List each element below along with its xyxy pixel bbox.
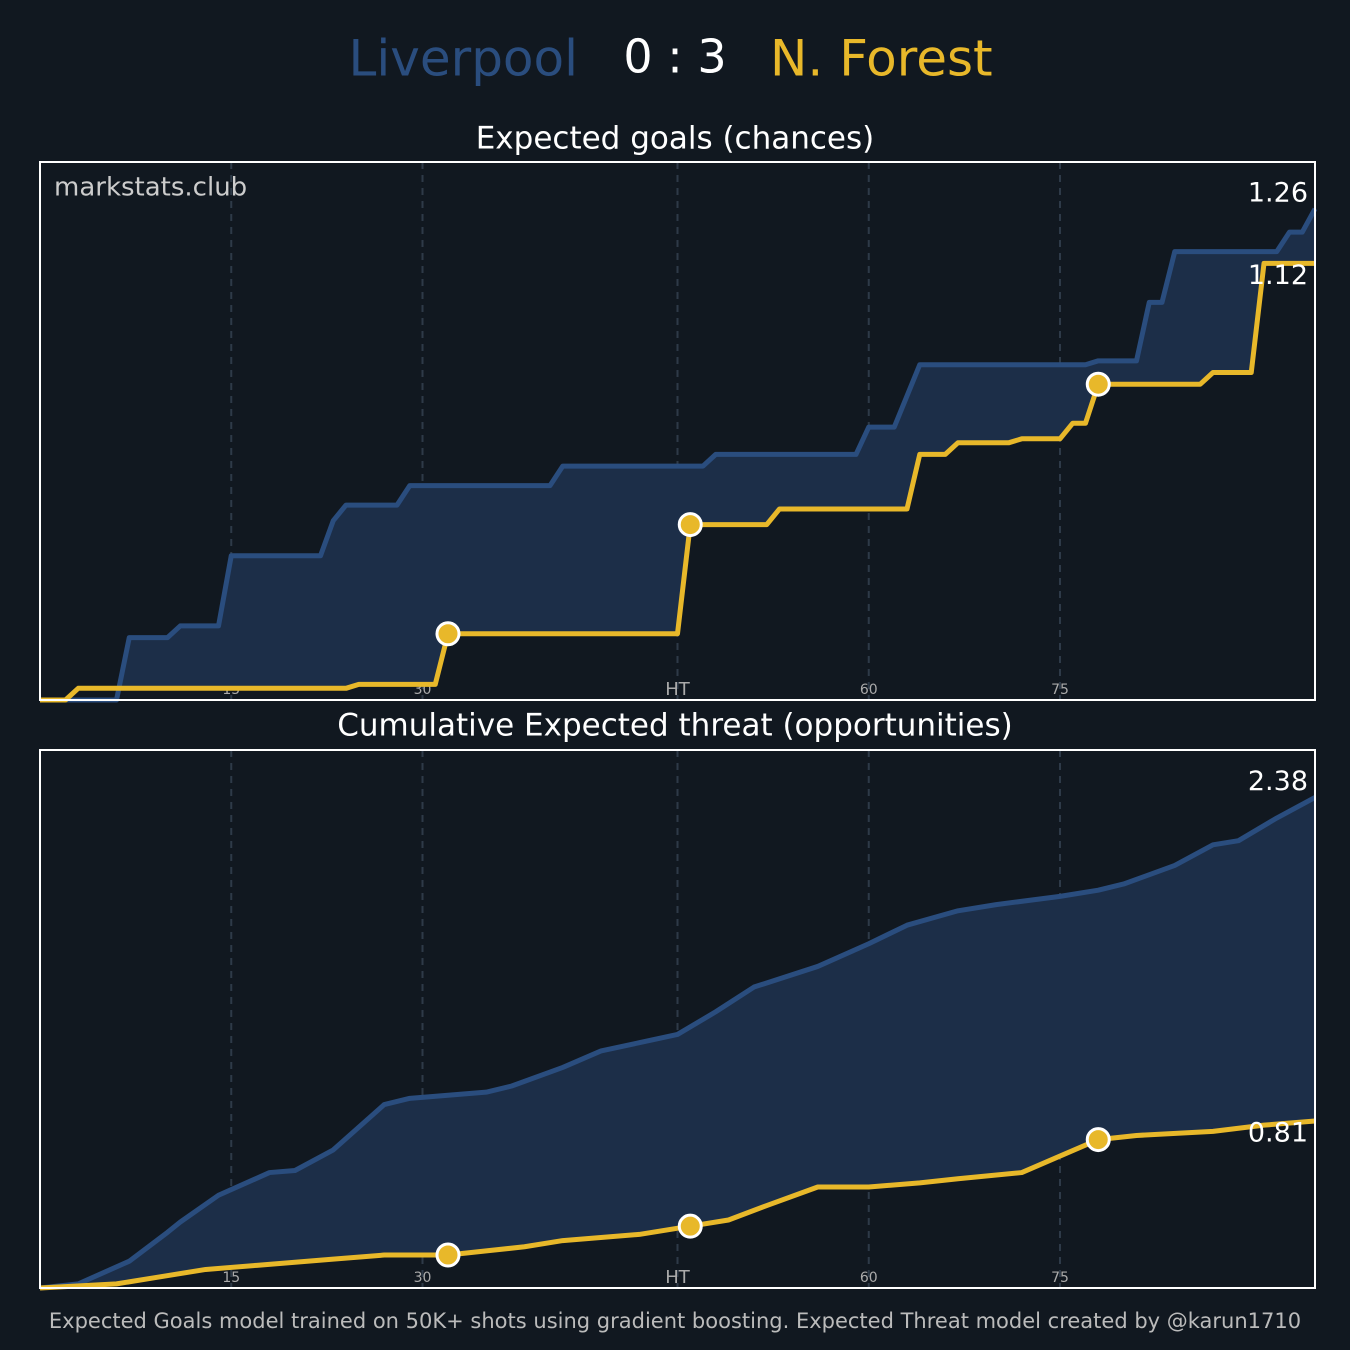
goal-marker (677, 1213, 703, 1239)
plot-frame (39, 749, 1316, 1289)
score: 0 : 3 (623, 30, 726, 84)
end-value-label: 2.38 (1248, 766, 1308, 797)
gap-area (40, 797, 1315, 1288)
x-tick-label: 60 (860, 682, 878, 698)
end-value-label: 0.81 (1248, 1118, 1308, 1149)
footer: Expected Goals model trained on 50K+ sho… (49, 1309, 1301, 1333)
chart-title: Cumulative Expected threat (opportunitie… (337, 708, 1013, 744)
x-tick-label: HT (665, 679, 691, 700)
plot-frame (39, 161, 1316, 701)
x-tick-label: 60 (860, 1270, 878, 1286)
end-value-label: 1.12 (1248, 260, 1308, 291)
series-line (40, 260, 1315, 703)
goal-marker (435, 1242, 461, 1268)
goal-marker (677, 512, 703, 538)
away-team: N. Forest (770, 30, 993, 88)
goal-marker (1085, 371, 1111, 397)
goal-marker (435, 621, 461, 647)
home-team: Liverpool (349, 30, 578, 88)
x-tick-label: 75 (1051, 682, 1069, 698)
series-line (39, 795, 1317, 1291)
x-tick-label: 75 (1051, 1270, 1069, 1286)
watermark: markstats.club (54, 173, 247, 203)
x-tick-label: HT (665, 1267, 691, 1288)
x-tick-label: 15 (222, 1270, 240, 1286)
series-line (40, 207, 1318, 703)
goal-marker (1085, 1127, 1111, 1153)
x-tick-label: 30 (414, 1270, 432, 1286)
chart-title: Expected goals (chances) (476, 121, 875, 157)
end-value-label: 1.26 (1248, 177, 1308, 208)
